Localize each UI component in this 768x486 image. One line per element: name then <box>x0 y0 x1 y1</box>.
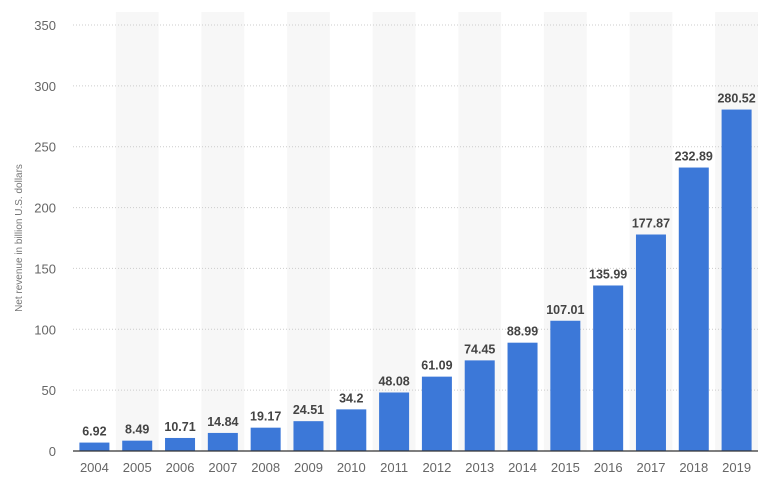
column-stripe <box>201 12 245 451</box>
x-tick-label: 2013 <box>465 460 494 475</box>
data-label-2016: 135.99 <box>589 267 627 281</box>
data-label-2004: 6.92 <box>82 425 106 439</box>
bar-2016 <box>593 285 624 451</box>
x-tick-label: 2015 <box>551 460 580 475</box>
x-tick-label: 2016 <box>594 460 623 475</box>
bar-2008 <box>250 427 281 451</box>
bar-2018 <box>678 167 709 451</box>
x-tick-label: 2004 <box>80 460 109 475</box>
x-tick-label: 2014 <box>508 460 537 475</box>
x-tick-label: 2019 <box>722 460 751 475</box>
bar-2013 <box>464 360 495 451</box>
x-tick-label: 2008 <box>251 460 280 475</box>
data-label-2006: 10.71 <box>164 420 195 434</box>
x-tick-label: 2007 <box>208 460 237 475</box>
x-tick-label: 2006 <box>166 460 195 475</box>
data-label-2013: 74.45 <box>464 342 495 356</box>
bar-2017 <box>635 234 666 451</box>
bar-2009 <box>293 421 324 451</box>
bar-2004 <box>79 442 110 451</box>
bar-2007 <box>207 432 238 451</box>
bar-2010 <box>336 409 367 451</box>
bar-2012 <box>421 376 452 451</box>
bar-2005 <box>122 440 153 451</box>
data-label-2012: 61.09 <box>421 359 452 373</box>
bar-2014 <box>507 342 538 451</box>
bar-2019 <box>721 109 752 452</box>
data-label-2011: 48.08 <box>378 374 409 388</box>
x-tick-label: 2011 <box>380 460 408 475</box>
x-tick-label: 2018 <box>679 460 708 475</box>
column-stripe <box>287 12 330 451</box>
data-label-2014: 88.99 <box>507 325 538 339</box>
x-tick-label: 2009 <box>294 460 323 475</box>
bar-2006 <box>165 437 196 451</box>
data-label-2019: 280.52 <box>717 92 755 106</box>
y-tick-label: 50 <box>42 383 56 398</box>
y-tick-label: 100 <box>34 322 56 337</box>
x-tick-label: 2005 <box>123 460 152 475</box>
data-label-2017: 177.87 <box>632 217 670 231</box>
bar-2015 <box>550 320 581 451</box>
y-tick-label: 250 <box>34 140 56 155</box>
data-label-2005: 8.49 <box>125 423 149 437</box>
bar-2011 <box>379 392 410 451</box>
y-tick-label: 0 <box>49 444 56 459</box>
x-tick-label: 2010 <box>337 460 366 475</box>
data-label-2009: 24.51 <box>293 403 324 417</box>
y-tick-label: 350 <box>34 18 56 33</box>
y-tick-label: 150 <box>34 261 56 276</box>
data-label-2015: 107.01 <box>546 303 584 317</box>
y-tick-label: 300 <box>34 79 56 94</box>
data-label-2010: 34.2 <box>339 391 363 405</box>
y-tick-label: 200 <box>34 201 56 216</box>
data-label-2018: 232.89 <box>675 150 713 164</box>
x-tick-label: 2017 <box>637 460 666 475</box>
x-tick-label: 2012 <box>422 460 451 475</box>
data-label-2008: 19.17 <box>250 410 281 424</box>
column-stripe <box>372 12 416 451</box>
column-stripe <box>115 12 159 451</box>
y-axis-label: Net revenue in billion U.S. dollars <box>14 164 25 312</box>
data-label-2007: 14.84 <box>207 415 238 429</box>
